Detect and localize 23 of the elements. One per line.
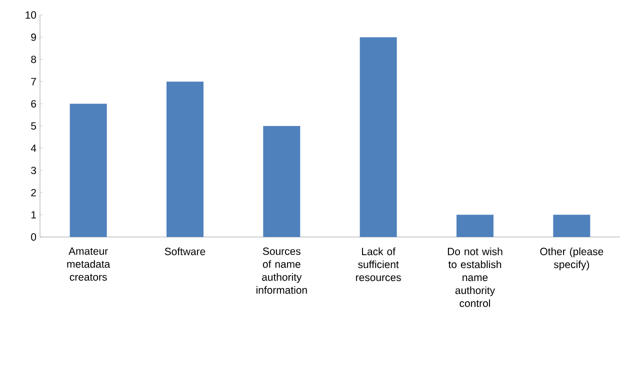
x-tick-label: Sources of name authority information [256,248,307,294]
y-tick-label: 4 [30,144,36,152]
x-tick-label: Software [164,248,206,256]
x-tick-label: Lack of sufficient resources [356,248,401,282]
x-tick-label: Amateur metadata creators [67,248,110,281]
y-tick-label: 0 [31,233,36,241]
x-tick-label: Do not wish to establish name authority control [448,248,502,308]
bar [166,82,204,237]
bar [263,126,300,237]
y-tick-label: 9 [31,34,36,41]
y-tick-label: 2 [31,188,36,196]
bar [360,37,397,237]
y-tick-label: 6 [31,100,36,108]
y-tick-label: 3 [31,166,36,174]
bar [70,104,107,237]
x-tick-label: Other (please specify) [540,248,604,270]
y-tick-label: 8 [31,56,36,64]
y-tick-label: 1 [31,211,36,218]
y-tick-label: 7 [31,78,36,86]
bar [553,214,590,237]
bar [456,214,494,237]
y-tick-label: 5 [31,122,36,130]
y-tick-label: 10 [26,11,36,19]
